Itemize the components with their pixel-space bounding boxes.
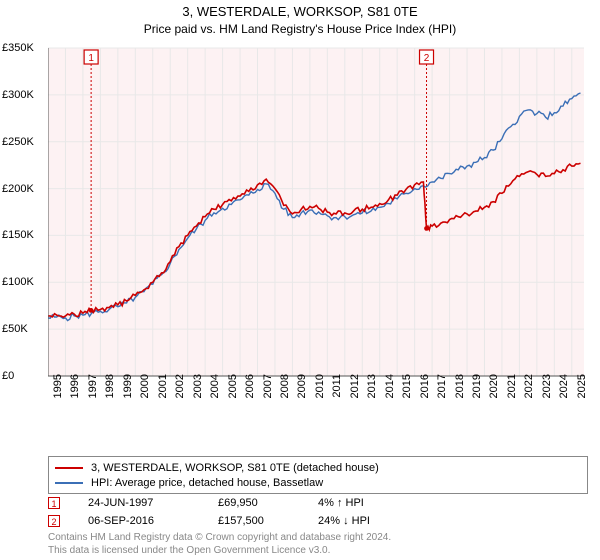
x-tick-label: 2002	[174, 374, 186, 410]
x-tick-label: 2019	[471, 374, 483, 410]
datapoint-rows: 1 24-JUN-1997 £69,950 4% ↑ HPI 2 06-SEP-…	[48, 494, 588, 530]
datapoint-date-2: 06-SEP-2016	[88, 515, 218, 527]
y-tick-label: £350K	[2, 42, 46, 54]
x-tick-label: 2004	[209, 374, 221, 410]
x-tick-label: 2013	[366, 374, 378, 410]
y-tick-label: £100K	[2, 276, 46, 288]
x-tick-label: 2000	[139, 374, 151, 410]
x-tick-label: 2023	[541, 374, 553, 410]
x-tick-label: 2025	[576, 374, 588, 410]
x-tick-label: 1996	[69, 374, 81, 410]
chart-subtitle: Price paid vs. HM Land Registry's House …	[0, 22, 600, 36]
chart-plot-area: 12	[48, 44, 588, 414]
x-tick-label: 1997	[87, 374, 99, 410]
x-tick-label: 2017	[436, 374, 448, 410]
y-tick-label: £150K	[2, 229, 46, 241]
x-tick-label: 2007	[262, 374, 274, 410]
datapoint-price-2: £157,500	[218, 515, 318, 527]
legend-item-hpi: HPI: Average price, detached house, Bass…	[55, 475, 581, 490]
x-tick-label: 2006	[244, 374, 256, 410]
datapoint-row-1: 1 24-JUN-1997 £69,950 4% ↑ HPI	[48, 494, 588, 512]
legend-swatch-hpi	[55, 482, 83, 484]
x-tick-label: 2018	[454, 374, 466, 410]
x-tick-label: 2020	[488, 374, 500, 410]
datapoint-delta-2: 24% ↓ HPI	[318, 515, 428, 527]
footer-line-2: This data is licensed under the Open Gov…	[48, 544, 391, 557]
x-tick-label: 2001	[157, 374, 169, 410]
chart-title: 3, WESTERDALE, WORKSOP, S81 0TE	[0, 4, 600, 19]
x-tick-label: 2005	[227, 374, 239, 410]
y-tick-label: £50K	[2, 323, 46, 335]
datapoint-date-1: 24-JUN-1997	[88, 497, 218, 509]
x-tick-label: 2016	[419, 374, 431, 410]
x-tick-label: 1999	[122, 374, 134, 410]
datapoint-row-2: 2 06-SEP-2016 £157,500 24% ↓ HPI	[48, 512, 588, 530]
legend-box: 3, WESTERDALE, WORKSOP, S81 0TE (detache…	[48, 456, 588, 494]
y-tick-label: £250K	[2, 136, 46, 148]
datapoint-marker-2: 2	[48, 515, 60, 527]
x-tick-label: 2014	[384, 374, 396, 410]
y-tick-label: £0	[2, 370, 46, 382]
legend-label-property: 3, WESTERDALE, WORKSOP, S81 0TE (detache…	[91, 462, 379, 474]
x-tick-label: 2021	[506, 374, 518, 410]
datapoint-price-1: £69,950	[218, 497, 318, 509]
chart-svg: 12	[48, 44, 588, 414]
x-tick-label: 2012	[349, 374, 361, 410]
datapoint-marker-1: 1	[48, 497, 60, 509]
x-tick-label: 2011	[331, 374, 343, 410]
datapoint-delta-1: 4% ↑ HPI	[318, 497, 428, 509]
y-tick-label: £200K	[2, 183, 46, 195]
legend-swatch-property	[55, 467, 83, 469]
x-tick-label: 2009	[296, 374, 308, 410]
x-tick-label: 2024	[558, 374, 570, 410]
x-tick-label: 2022	[523, 374, 535, 410]
footer-attribution: Contains HM Land Registry data © Crown c…	[48, 531, 391, 557]
legend-item-property: 3, WESTERDALE, WORKSOP, S81 0TE (detache…	[55, 460, 581, 475]
svg-text:2: 2	[424, 53, 430, 64]
svg-text:1: 1	[88, 53, 94, 64]
y-tick-label: £300K	[2, 89, 46, 101]
x-tick-label: 1995	[52, 374, 64, 410]
x-tick-label: 2015	[401, 374, 413, 410]
x-tick-label: 2003	[192, 374, 204, 410]
x-tick-label: 2010	[314, 374, 326, 410]
legend-label-hpi: HPI: Average price, detached house, Bass…	[91, 477, 323, 489]
x-tick-label: 1998	[104, 374, 116, 410]
x-tick-label: 2008	[279, 374, 291, 410]
footer-line-1: Contains HM Land Registry data © Crown c…	[48, 531, 391, 544]
